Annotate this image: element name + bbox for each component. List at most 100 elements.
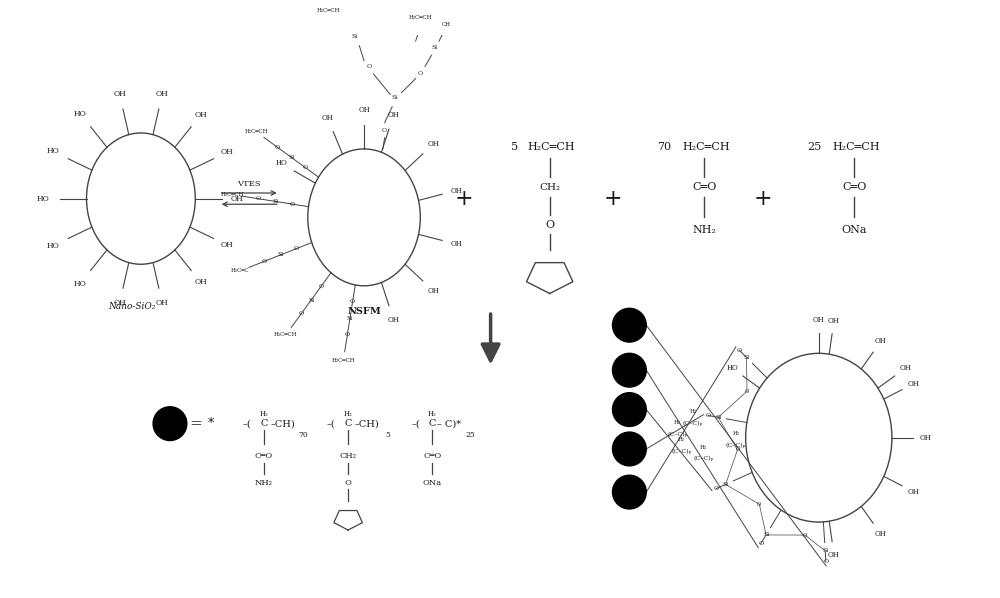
Text: +: + <box>753 188 772 210</box>
Ellipse shape <box>746 353 892 522</box>
Text: HO: HO <box>47 242 59 250</box>
Text: H₂: H₂ <box>259 410 268 418</box>
Text: H₂C═CH: H₂C═CH <box>221 192 244 197</box>
Text: 70: 70 <box>298 431 308 439</box>
Text: Si: Si <box>347 316 353 321</box>
Text: OH: OH <box>451 187 463 194</box>
Text: Si: Si <box>763 532 769 538</box>
Text: H₂C═CH: H₂C═CH <box>317 8 340 13</box>
Text: C═O: C═O <box>255 451 273 459</box>
Text: O: O <box>256 196 261 202</box>
Text: O: O <box>299 311 304 316</box>
Text: O: O <box>737 347 742 353</box>
Text: H₂C═: H₂C═ <box>432 0 446 1</box>
Text: H₂: H₂ <box>344 410 352 418</box>
Circle shape <box>613 475 646 509</box>
Text: H₂C═CH: H₂C═CH <box>682 142 730 152</box>
Text: OH: OH <box>113 299 126 307</box>
Text: H₂C═CH: H₂C═CH <box>528 142 575 152</box>
Text: O: O <box>345 479 352 487</box>
Text: NH₂: NH₂ <box>692 225 716 234</box>
Text: OH: OH <box>451 240 463 248</box>
Text: –CH): –CH) <box>270 419 295 428</box>
Text: Si: Si <box>822 548 828 553</box>
Text: H₂: H₂ <box>700 445 707 450</box>
Circle shape <box>613 432 646 466</box>
Text: *: * <box>208 417 214 430</box>
Text: C: C <box>260 419 267 428</box>
Text: OH: OH <box>428 287 440 295</box>
Text: OH: OH <box>388 111 399 119</box>
Text: =: = <box>189 417 202 431</box>
Text: HO: HO <box>47 148 59 155</box>
Text: H₂: H₂ <box>732 431 740 437</box>
Text: OH: OH <box>813 316 825 324</box>
Text: OH: OH <box>322 114 333 122</box>
Text: O: O <box>289 202 294 206</box>
Text: Si: Si <box>743 355 750 360</box>
Text: OH: OH <box>230 194 243 203</box>
Circle shape <box>613 309 646 342</box>
Text: O: O <box>293 246 299 251</box>
Text: OH: OH <box>388 316 399 324</box>
Text: –(: –( <box>411 419 420 428</box>
Text: Si: Si <box>308 298 314 303</box>
Text: O: O <box>345 332 350 337</box>
Text: C═O: C═O <box>423 451 442 459</box>
Ellipse shape <box>308 149 420 286</box>
Text: OH: OH <box>920 434 932 442</box>
Text: H₂C═CH: H₂C═CH <box>331 358 355 364</box>
Text: –(: –( <box>327 419 336 428</box>
Text: 5: 5 <box>511 142 518 152</box>
Text: Si: Si <box>352 34 358 39</box>
Circle shape <box>613 353 646 387</box>
Text: Si: Si <box>272 199 278 204</box>
Text: OH: OH <box>221 241 233 249</box>
Text: Si: Si <box>392 95 398 100</box>
Text: C═O: C═O <box>842 182 867 193</box>
Text: OH: OH <box>828 317 840 325</box>
Text: OH: OH <box>113 90 126 99</box>
Text: (C–C)ₚ: (C–C)ₚ <box>671 448 691 454</box>
Text: 25: 25 <box>465 431 475 439</box>
Text: H₂C═CH: H₂C═CH <box>409 15 432 20</box>
Text: OH: OH <box>156 90 169 99</box>
Text: O: O <box>418 71 423 77</box>
Text: –CH): –CH) <box>354 419 379 428</box>
Text: – C)*: – C)* <box>437 419 461 428</box>
Text: Si: Si <box>715 415 721 420</box>
Text: Nano-SiO₂: Nano-SiO₂ <box>108 302 155 311</box>
Text: OH: OH <box>899 364 911 373</box>
Text: +: + <box>603 188 622 210</box>
Text: O: O <box>545 220 554 230</box>
Text: +: + <box>455 188 474 210</box>
Text: 25: 25 <box>807 142 821 152</box>
Text: O: O <box>302 164 307 170</box>
Text: O: O <box>350 299 355 304</box>
Text: C: C <box>429 419 436 428</box>
Text: O: O <box>823 559 828 564</box>
Text: OH: OH <box>875 337 887 346</box>
Text: O: O <box>366 64 371 69</box>
Text: OH: OH <box>908 488 920 496</box>
Text: H₂: H₂ <box>428 410 437 418</box>
Text: O: O <box>757 502 762 507</box>
Text: Si: Si <box>723 482 729 487</box>
Text: NH₂: NH₂ <box>255 479 273 487</box>
Text: O: O <box>262 259 267 264</box>
Text: O: O <box>318 284 324 289</box>
Text: H₂C═CH: H₂C═CH <box>832 142 880 152</box>
Text: OH: OH <box>358 105 370 114</box>
Text: C: C <box>344 419 352 428</box>
Text: H₂C═C: H₂C═C <box>231 269 250 273</box>
Text: HO: HO <box>275 160 287 167</box>
Text: H₂: H₂ <box>674 420 681 425</box>
Text: OH: OH <box>908 380 920 388</box>
Text: OH: OH <box>875 530 887 538</box>
Text: NSFM: NSFM <box>347 307 381 316</box>
Text: O: O <box>382 127 387 133</box>
Text: O: O <box>758 541 763 546</box>
Text: ONa: ONa <box>842 225 867 234</box>
Text: O: O <box>275 145 280 150</box>
Text: VTES: VTES <box>237 179 261 188</box>
